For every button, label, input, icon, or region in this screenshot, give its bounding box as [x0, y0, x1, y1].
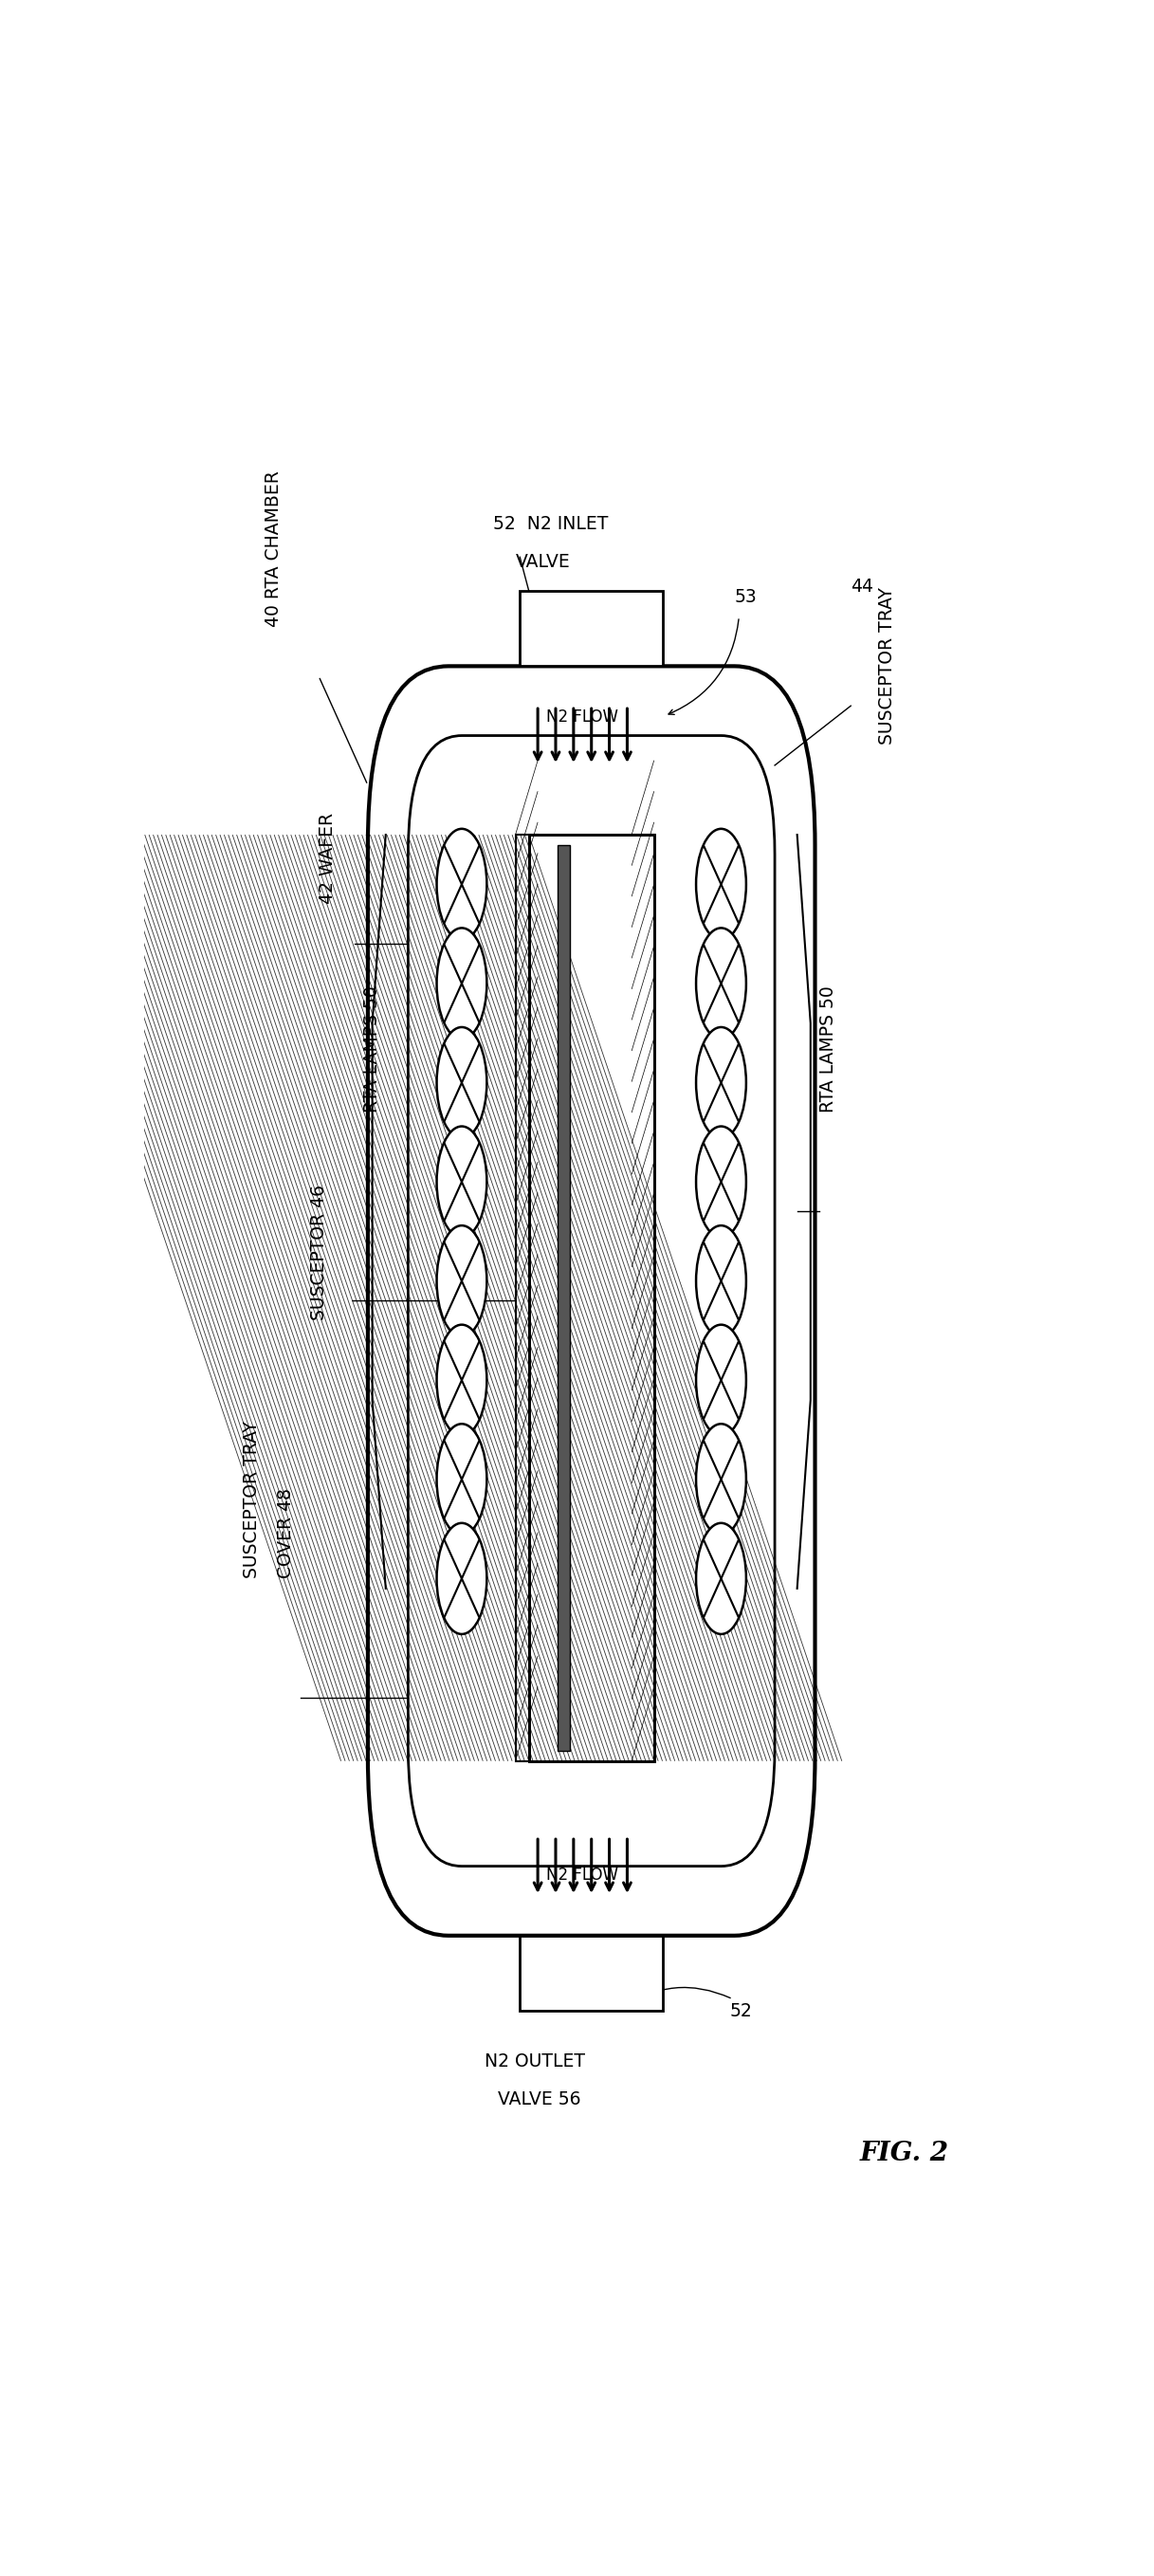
- Bar: [529, 835, 654, 1762]
- Circle shape: [696, 1226, 747, 1337]
- Circle shape: [696, 829, 747, 940]
- Text: FIG. 2: FIG. 2: [860, 2141, 949, 2166]
- Text: N2 FLOW: N2 FLOW: [547, 708, 619, 726]
- Text: SUSCEPTOR TRAY: SUSCEPTOR TRAY: [877, 587, 896, 744]
- Circle shape: [696, 1324, 747, 1435]
- Circle shape: [436, 1324, 487, 1435]
- Text: RTA LAMPS 50: RTA LAMPS 50: [364, 987, 381, 1113]
- Bar: [557, 845, 570, 1752]
- Circle shape: [436, 1425, 487, 1535]
- Circle shape: [436, 1126, 487, 1236]
- Circle shape: [696, 1126, 747, 1236]
- Circle shape: [436, 1226, 487, 1337]
- Text: SUSCEPTOR 46: SUSCEPTOR 46: [309, 1185, 328, 1321]
- Text: 52: 52: [730, 2002, 752, 2020]
- Text: VALVE: VALVE: [516, 554, 570, 572]
- Bar: [529, 835, 654, 1762]
- Text: RTA LAMPS 50: RTA LAMPS 50: [819, 987, 838, 1113]
- Bar: [631, 835, 654, 1762]
- Circle shape: [436, 1028, 487, 1139]
- Text: 44: 44: [850, 577, 874, 595]
- Circle shape: [696, 1425, 747, 1535]
- Circle shape: [436, 1522, 487, 1633]
- Text: N2 FLOW: N2 FLOW: [547, 1865, 619, 1883]
- Circle shape: [436, 829, 487, 940]
- Text: 53: 53: [734, 587, 757, 605]
- Text: 52  N2 INLET: 52 N2 INLET: [493, 515, 608, 533]
- Text: SUSCEPTOR TRAY: SUSCEPTOR TRAY: [242, 1422, 261, 1579]
- Text: VALVE 56: VALVE 56: [497, 2089, 580, 2107]
- Circle shape: [436, 927, 487, 1038]
- Bar: [516, 835, 538, 1762]
- Text: N2 OUTLET: N2 OUTLET: [485, 2053, 585, 2071]
- Text: 40 RTA CHAMBER: 40 RTA CHAMBER: [265, 469, 283, 626]
- Circle shape: [696, 1522, 747, 1633]
- Text: COVER 48: COVER 48: [277, 1489, 294, 1579]
- Bar: [519, 590, 662, 667]
- Circle shape: [696, 1028, 747, 1139]
- Circle shape: [696, 927, 747, 1038]
- Text: 42 WAFER: 42 WAFER: [319, 814, 337, 904]
- FancyBboxPatch shape: [368, 667, 815, 1935]
- Bar: [519, 1935, 662, 2012]
